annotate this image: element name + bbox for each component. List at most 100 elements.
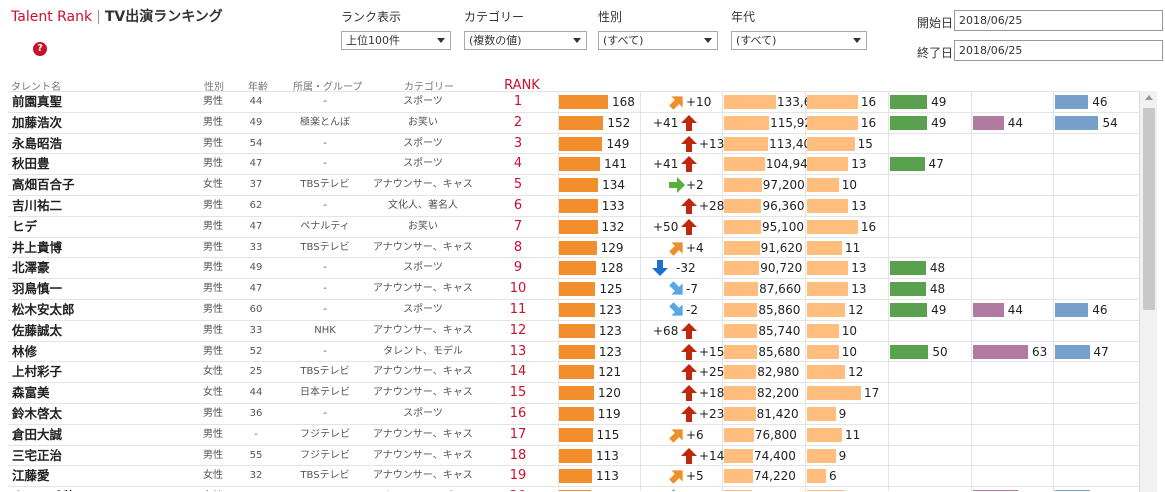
talent-name: 秋田豊 <box>12 156 50 172</box>
help-icon[interactable]: ? <box>33 42 47 56</box>
arrow-down-icon <box>668 301 686 319</box>
age-group-select[interactable]: (すべて) <box>731 31 867 50</box>
table-row[interactable]: ホラン千秋 女性 29-タレント、モデル 20 111 -5 73,080 12 55 47 <box>8 486 1139 491</box>
category-cell: スポーツ <box>403 262 443 274</box>
talent-name: 佐藤誠太 <box>12 322 63 338</box>
table-row[interactable]: 羽鳥慎一 男性 47 - アナウンサー、キャス.. 10 125 -7 87,660 13 48 <box>8 278 1139 298</box>
rank-change-value: +41 <box>653 157 679 172</box>
appearance-bar <box>559 115 604 130</box>
column-header-group[interactable]: 所属・グループ <box>293 82 363 93</box>
programs-bar <box>807 240 842 255</box>
filter-label: ランク表示 <box>341 10 402 24</box>
table-row[interactable]: 秋田豊 男性 47 - スポーツ 4 141 +41 104,940 13 47 <box>8 153 1139 173</box>
appearance-value: 123 <box>598 344 622 359</box>
table-row[interactable]: 永島昭浩 男性 54 - スポーツ 3 149 +13 113,400 15 <box>8 132 1139 153</box>
table-row[interactable]: 倉田大誠 男性 - フジテレビ アナウンサー、キャス.. 17 115 +6 76,800 11 <box>8 423 1139 444</box>
rank-display-select[interactable]: 上位100件 <box>341 31 451 50</box>
category-cell: スポーツ <box>403 408 443 419</box>
group-cell: フジテレビ <box>300 449 350 461</box>
age-cell: 55 <box>249 449 263 461</box>
end-date-input[interactable]: 2018/06/25 <box>954 40 1163 61</box>
segment-3-value: 46 <box>1092 95 1108 109</box>
viewers-value: 113,400 <box>769 136 819 151</box>
category-cell: アナウンサー、キャス.. <box>373 241 473 253</box>
rank-change-value: +4 <box>686 240 704 255</box>
rank-change-value: +68 <box>653 323 679 338</box>
sex-select[interactable]: (すべて) <box>598 31 718 50</box>
scrollbar-thumb[interactable] <box>1143 108 1155 310</box>
rank-change-value: +6 <box>686 427 704 442</box>
appearance-value: 141 <box>604 157 628 172</box>
table-row[interactable]: 吉川祐二 男性 62 - 文化人、著名人 6 133 +28 96,360 13 <box>8 195 1139 215</box>
programs-bar <box>807 407 836 421</box>
table-row[interactable]: 加藤浩次 男性 49 極楽とんぼ お笑い 2 152 +41 115,920 16 49 44 54 <box>8 111 1139 132</box>
age-cell: 44 <box>249 387 263 399</box>
viewers-bar <box>724 136 769 151</box>
talent-name: 加藤浩次 <box>12 114 63 130</box>
table-row[interactable]: 鈴木啓太 男性 36 - スポーツ 16 119 +23 81,420 9 <box>8 403 1139 423</box>
arrow-up-icon <box>668 93 686 111</box>
viewers-bar <box>724 261 760 276</box>
sex-cell: 男性 <box>203 241 223 253</box>
column-header-rank[interactable]: RANK <box>504 78 540 93</box>
column-header-category[interactable]: カテゴリー <box>404 82 454 93</box>
table-row[interactable]: 森富美 女性 44 日本テレビ アナウンサー、キャス.. 15 120 +18 82,200 17 <box>8 382 1139 402</box>
divider <box>640 91 641 491</box>
talent-name: 羽鳥慎一 <box>12 281 63 297</box>
group-cell: TBSテレビ <box>300 366 350 378</box>
viewers-value: 85,680 <box>758 344 801 359</box>
rank-change-value: +5 <box>686 469 704 484</box>
appearance-bar <box>559 344 595 359</box>
category-cell: スポーツ <box>403 158 443 170</box>
viewers-value: 81,420 <box>756 407 799 421</box>
viewers-bar <box>724 448 753 463</box>
sex-cell: 男性 <box>203 324 223 336</box>
segment-3-value: 47 <box>1094 487 1109 491</box>
table-row[interactable]: 北澤豪 男性 49 - スポーツ 9 128 -32 90,720 13 48 <box>8 257 1139 277</box>
sex-cell: 男性 <box>203 428 223 440</box>
group-cell: - <box>323 304 327 315</box>
programs-value: 16 <box>860 95 877 109</box>
table-row[interactable]: 松木安太郎 男性 60 - スポーツ 11 123 -2 85,860 12 49 44 46 <box>8 299 1139 319</box>
age-cell: 47 <box>249 220 263 232</box>
divider <box>805 91 806 491</box>
sex-cell: 男性 <box>203 96 223 107</box>
scroll-up-icon[interactable] <box>1145 95 1153 100</box>
appearance-value: 133 <box>601 199 625 213</box>
table-row[interactable]: ヒデ 男性 47 ペナルティ お笑い 7 132 +50 95,100 16 <box>8 215 1139 236</box>
rank-change-value: +2 <box>686 178 704 193</box>
viewers-bar <box>724 240 760 255</box>
viewers-bar <box>724 469 753 484</box>
select-value: (すべて) <box>603 34 644 47</box>
table-row[interactable]: 佐藤誠太 男性 33 NHK アナウンサー、キャス.. 12 123 +68 85,740 10 <box>8 319 1139 340</box>
segment-2-bar <box>973 303 1004 317</box>
age-cell: 37 <box>249 179 263 191</box>
table-row[interactable]: 上村彩子 女性 25 TBSテレビ アナウンサー、キャス.. 14 121 +25 82,980… <box>8 361 1139 381</box>
column-header-sex[interactable]: 性別 <box>204 82 224 93</box>
category-select[interactable]: (複数の値) <box>464 31 587 50</box>
arrow-up-icon <box>680 343 698 361</box>
arrow-up-icon <box>680 384 698 402</box>
rank-cell: 18 <box>509 447 527 463</box>
table-row[interactable]: 林修 男性 52 - タレント、モデル 13 123 +15 85,680 10 50 63 47 <box>8 340 1139 361</box>
table-row[interactable]: 三宅正治 男性 55 フジテレビ アナウンサー、キャス.. 18 113 +14 74,400 9 <box>8 444 1139 465</box>
vertical-scrollbar[interactable] <box>1139 91 1157 492</box>
column-header-name[interactable]: タレント名 <box>11 82 61 93</box>
start-date-label: 開始日 <box>917 16 954 30</box>
viewers-bar <box>724 157 765 172</box>
age-cell: 49 <box>249 262 263 274</box>
rank-change-value: +25 <box>699 365 725 380</box>
table-row[interactable]: 前園真聖 男性 44- スポーツ 1 168 +10 133,680 16 49 46 <box>8 91 1139 111</box>
viewers-bar <box>724 427 754 442</box>
start-date-input[interactable]: 2018/06/25 <box>954 10 1163 31</box>
table-row[interactable]: 井上貴博 男性 33 TBSテレビ アナウンサー、キャス.. 8 129 +4 91,620 11 <box>8 236 1139 257</box>
segment-3-value: 54 <box>1102 115 1118 130</box>
talent-name: 江藤愛 <box>12 468 50 484</box>
viewers-bar <box>724 219 761 234</box>
column-header-age[interactable]: 年齢 <box>248 82 268 93</box>
table-row[interactable]: 高畑百合子 女性 37 TBSテレビ アナウンサー、キャス.. 5 134 +2 97,200 1… <box>8 174 1139 194</box>
table-row[interactable]: 江藤愛 女性 32 TBSテレビ アナウンサー、キャス.. 19 113 +5 74,220 6 <box>8 465 1139 485</box>
filter-sex: 性別 (すべて) <box>598 8 718 50</box>
programs-value: 12 <box>848 365 864 380</box>
divider <box>558 91 559 491</box>
